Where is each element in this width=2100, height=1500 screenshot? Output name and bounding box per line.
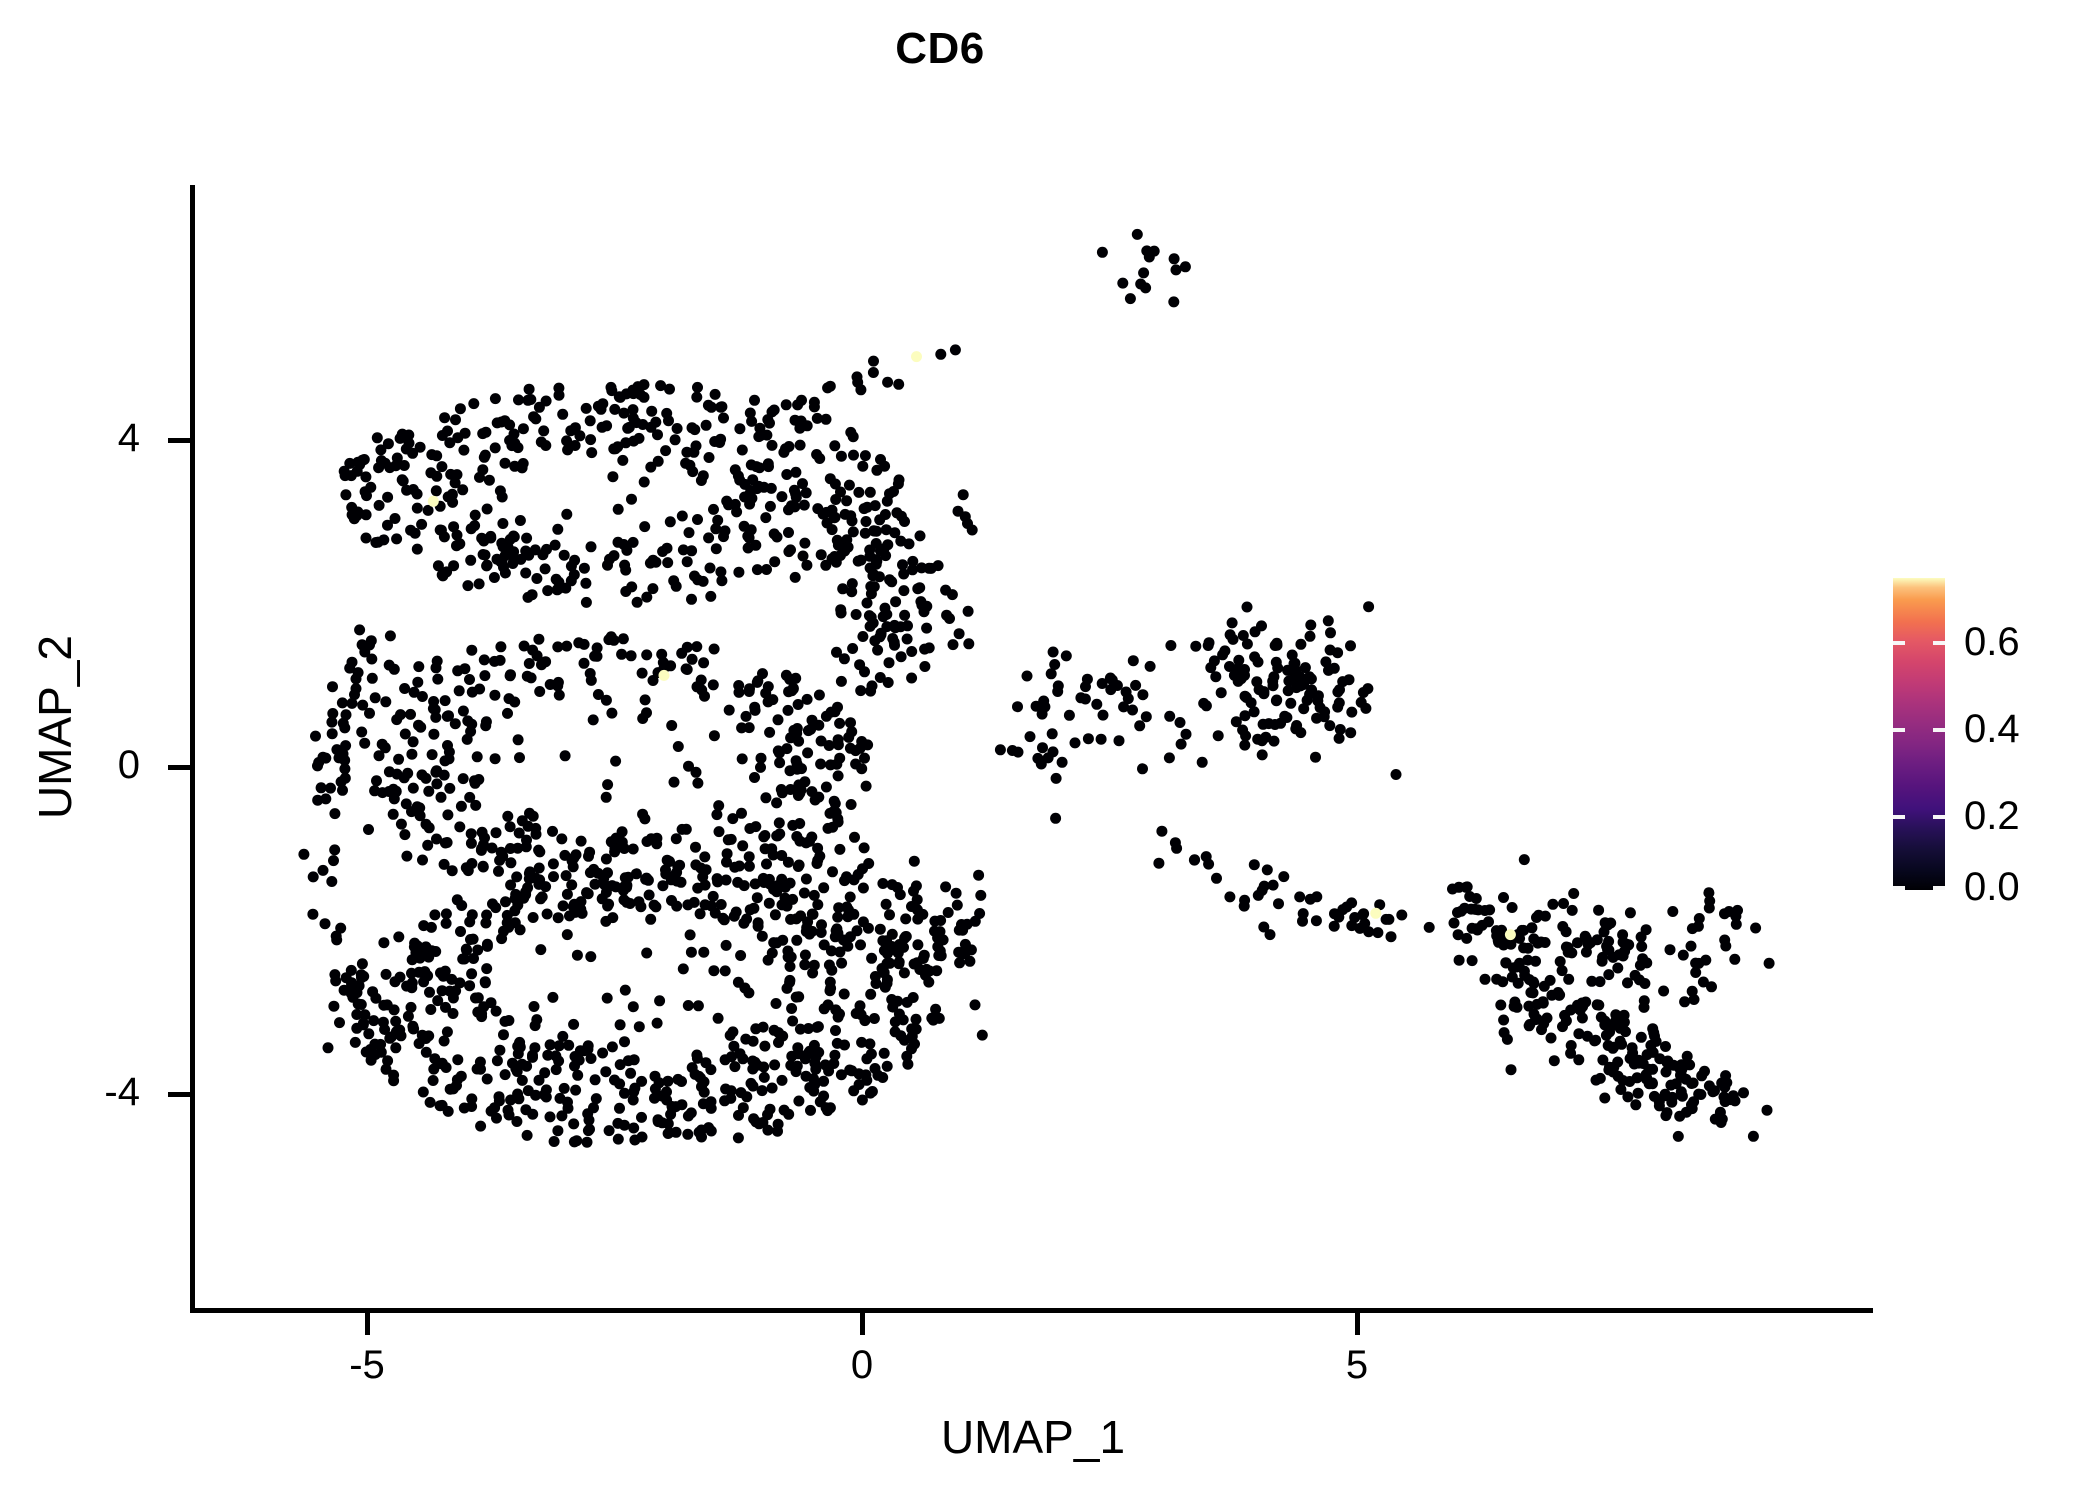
colorbar-tick-0.2-left [1893,815,1905,819]
plot-panel [193,185,1873,1310]
x-axis-spine [190,1308,1873,1313]
colorbar-tick-0.6-left [1893,641,1905,645]
x-tick-5 [1355,1313,1360,1335]
high-expression-point [658,669,670,681]
colorbar-label-0.4: 0.4 [1964,707,2020,751]
y-tick-4 [168,438,190,443]
high-expression-point [1370,907,1382,919]
high-expression-points [427,351,1516,941]
colorbar-label-0.0: 0.0 [1964,865,2020,909]
y-tick-label-neg4: -4 [104,1070,140,1114]
page-title: CD6 [895,24,985,73]
colorbar-label-0.6: 0.6 [1964,620,2020,664]
y-tick-neg4 [168,1092,190,1097]
colorbar-tick-0.2-right [1933,815,1945,819]
zero-expression-points [298,228,1775,1148]
x-tick-label-5: 5 [1345,1343,1369,1387]
x-tick-0 [860,1313,865,1335]
colorbar-tick-0.0-right [1933,886,1945,890]
y-axis-spine [190,185,195,1312]
colorbar-tick-0.4-left [1893,728,1905,732]
y-tick-0 [168,765,190,770]
high-expression-point [911,351,922,363]
scatter-svg [298,228,1775,1148]
x-tick-label-0: 0 [850,1343,874,1387]
x-tick-neg5 [365,1313,370,1335]
colorbar-tick-0.6-right [1933,641,1945,645]
y-tick-label-0: 0 [117,743,140,787]
colorbar-label-0.2: 0.2 [1964,794,2020,838]
x-axis-label: UMAP_1 [940,1411,1126,1463]
colorbar-legend: 0.6 0.4 0.2 0.0 [1890,560,2090,920]
colorbar-tick-0.0-left [1893,886,1905,890]
high-expression-point [427,495,439,507]
high-expression-point [1504,929,1516,941]
x-tick-label-neg5: -5 [349,1343,385,1387]
scatter-points-layer [193,185,1873,1310]
y-axis-label: UMAP_2 [29,634,81,820]
y-tick-label-4: 4 [117,416,140,460]
colorbar-tick-0.4-right [1933,728,1945,732]
colorbar-gradient [1893,578,1945,890]
